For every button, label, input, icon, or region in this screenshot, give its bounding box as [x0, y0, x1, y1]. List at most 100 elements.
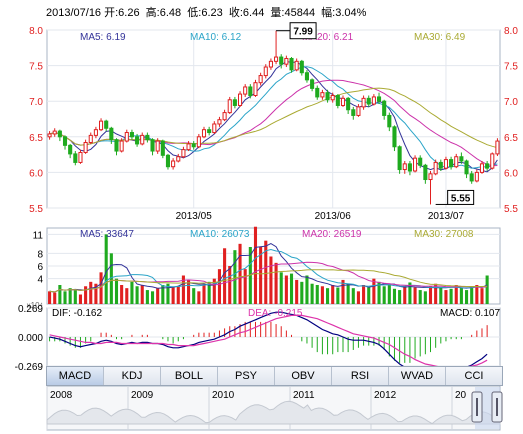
volume-bar [269, 256, 273, 304]
candle-body [191, 143, 196, 148]
volume-bar [351, 288, 355, 304]
candle [469, 170, 474, 184]
volume-bar [202, 285, 206, 304]
ma5-line [49, 61, 498, 173]
price-tick-left: 6.0 [29, 168, 43, 179]
candle [62, 135, 68, 150]
candle [93, 126, 98, 139]
volume-bar [233, 250, 237, 304]
candle-body [248, 86, 253, 97]
candle [392, 125, 397, 152]
candle-body [413, 157, 418, 172]
candle-body [52, 130, 57, 135]
candle-body [428, 173, 433, 181]
candle-body [320, 92, 325, 98]
candle [109, 126, 114, 144]
volume-bar [346, 283, 350, 304]
volume-bar [289, 273, 294, 304]
dea-line [49, 314, 488, 368]
date-tick: 2013/07 [428, 211, 465, 222]
candle [284, 55, 289, 68]
volume-bar [68, 288, 72, 304]
candle [423, 163, 428, 184]
candle [382, 99, 387, 120]
candle [237, 91, 243, 107]
volume-bar [356, 291, 360, 304]
candle [99, 118, 104, 132]
tab-boll[interactable]: BOLL [161, 367, 218, 385]
volume-bar [125, 288, 129, 304]
candle-body [397, 146, 402, 171]
candle-body [433, 161, 438, 175]
candle [47, 131, 52, 140]
volume-bar [403, 286, 407, 304]
volume-bar [238, 243, 242, 304]
macd-legend: MACD: 0.107 [440, 308, 500, 319]
volume-bar [228, 266, 232, 304]
volume-bar [243, 269, 247, 304]
candle [361, 95, 366, 110]
tab-wvad[interactable]: WVAD [389, 367, 446, 385]
candle [196, 133, 201, 149]
price-tick-left: 7.0 [29, 97, 43, 108]
candle [160, 139, 165, 159]
candle [243, 84, 248, 97]
candle-body [171, 160, 176, 168]
candle-body [57, 130, 62, 138]
candle [289, 57, 294, 73]
macd-legend: DIF: -0.162 [52, 308, 102, 319]
volume-bar [176, 286, 180, 304]
tab-rsi[interactable]: RSI [332, 367, 389, 385]
candle-body [310, 79, 315, 89]
candle [201, 126, 207, 139]
candle-body [222, 112, 227, 121]
volume-bar [73, 290, 77, 304]
volume-bar [135, 286, 139, 304]
tab-macd[interactable]: MACD [47, 367, 104, 385]
candle [479, 161, 485, 174]
tab-psy[interactable]: PSY [218, 367, 275, 385]
candle [227, 96, 232, 115]
candle-body [165, 154, 171, 168]
tab-cci[interactable]: CCI [464, 370, 484, 382]
candle [294, 58, 299, 72]
tab-obv[interactable]: OBV [275, 367, 332, 385]
candle [83, 139, 88, 154]
candle-body [243, 86, 248, 95]
volume-bar [475, 285, 479, 304]
candle [407, 161, 412, 176]
candle-body [325, 92, 330, 101]
candle-body [217, 119, 222, 125]
candle-body [289, 57, 294, 71]
candle [129, 129, 134, 140]
candle-body [294, 60, 299, 71]
volume-legend-ma30: MA30: 27008 [414, 229, 474, 240]
candle [325, 89, 330, 103]
volume-bar [480, 288, 484, 304]
candle-body [449, 159, 454, 168]
candle-body [145, 134, 150, 141]
tab-kdj[interactable]: KDJ [104, 367, 161, 385]
volume-bar [392, 288, 397, 304]
candle [88, 132, 93, 144]
candle [356, 104, 361, 117]
candle [413, 155, 418, 173]
volume-tick: 8 [37, 249, 43, 260]
volume-bar [336, 287, 340, 304]
volume-bar [53, 292, 57, 304]
candle-body [464, 160, 469, 175]
timeline-year: 2010 [212, 390, 235, 401]
volume-bar [145, 290, 149, 304]
candle-body [114, 139, 119, 152]
candle [315, 85, 320, 100]
candle-body [340, 97, 346, 106]
volume-bar [166, 283, 170, 304]
candle-body [274, 56, 279, 62]
candle-body [443, 159, 448, 169]
price-legend-ma20: MA20: 6.21 [302, 32, 354, 43]
candle [310, 78, 315, 92]
candle-body [119, 140, 124, 152]
volume-bar [120, 285, 124, 304]
volume-bar [444, 290, 448, 304]
price-tick-right: 7.5 [504, 62, 518, 73]
